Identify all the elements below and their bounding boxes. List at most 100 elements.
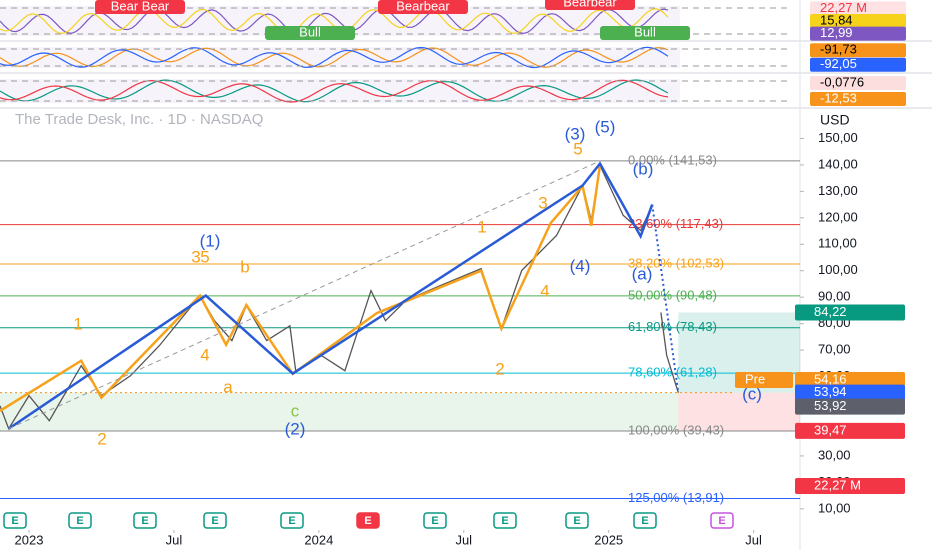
earnings-marker (280, 512, 304, 529)
indicator-line (0, 79, 669, 103)
wave-label: (4) (570, 256, 591, 275)
x-tick-label: 2023 (15, 532, 44, 547)
wave-label: 2 (495, 359, 504, 378)
earnings-label: E (573, 515, 580, 527)
earnings-marker (493, 512, 517, 529)
pre-tag (735, 372, 793, 389)
x-tick-label: 2024 (304, 532, 333, 547)
indicator-tag (810, 1, 906, 16)
earnings-label: E (288, 515, 295, 527)
earnings-label: E (364, 515, 371, 527)
earnings-label: E (76, 515, 83, 527)
indicator-tag (810, 76, 906, 90)
indicator-line (0, 8, 669, 35)
earnings-marker (565, 512, 589, 529)
currency: USD (820, 112, 850, 128)
x-tick-label: Jul (166, 532, 183, 547)
signal-label: Bull (299, 24, 321, 39)
green-zone (0, 392, 679, 431)
indicator-tag-label: -92,05 (820, 56, 857, 71)
series-line (660, 312, 679, 393)
fib-label: 61,80% (78,43) (628, 319, 717, 334)
signal-badge (265, 26, 355, 40)
wave-label: (2) (285, 419, 306, 438)
signal-label: Bull (634, 24, 656, 39)
y-tick-label: 100,00 (818, 262, 858, 277)
y-tick-label: 90,00 (818, 289, 851, 304)
price-tag-label: 39,47 (814, 422, 847, 437)
fib-label: 0,00% (141,53) (628, 152, 717, 167)
earnings-label: E (11, 515, 18, 527)
indicator-tag (810, 92, 906, 106)
indicator-tag (810, 26, 906, 41)
signal-label: Bear Bear (111, 0, 170, 13)
indicator-tag-label: 15,84 (820, 12, 853, 27)
wave-label: 4 (200, 345, 209, 364)
stop-zone (678, 392, 800, 431)
signal-label: Bearbear (563, 0, 617, 9)
indicator-tag-label: -0,0776 (820, 74, 864, 89)
y-tick-label: 140,00 (818, 156, 858, 171)
earnings-marker (68, 512, 92, 529)
series-line (651, 204, 680, 393)
x-tick-label: Jul (455, 532, 472, 547)
earnings-marker (203, 512, 227, 529)
fib-label: 125,00% (13,91) (628, 490, 724, 505)
chart-title: The Trade Desk, Inc. · 1D · NASDAQ (15, 111, 263, 128)
wave-label: 3 (538, 193, 547, 212)
y-tick-label: 30,00 (818, 447, 851, 462)
wave-label: (b) (633, 159, 654, 178)
price-tag-label: 53,94 (814, 384, 847, 399)
signal-label: Bearbear (396, 0, 450, 13)
signal-badge (378, 0, 468, 14)
indicator-tag (810, 14, 906, 28)
y-tick-label: 10,00 (818, 500, 851, 515)
wave-label: (3) (565, 124, 586, 143)
wave-label: 5 (573, 139, 582, 158)
indicator-tag (810, 57, 906, 72)
series-line (8, 160, 601, 430)
wave-label: 4 (540, 281, 549, 300)
signal-badge (95, 0, 185, 14)
fib-label: 38,20% (102,53) (628, 255, 724, 270)
indicator-line (0, 46, 669, 69)
price-tag (795, 304, 905, 321)
earnings-marker (710, 512, 734, 529)
y-tick-label: 120,00 (818, 209, 858, 224)
series-line (8, 161, 654, 430)
price-tag-label: 84,22 (814, 304, 847, 319)
y-tick-label: 70,00 (818, 342, 851, 357)
price-tag-label: 53,92 (814, 398, 847, 413)
wave-label: b (240, 257, 249, 276)
earnings-marker (423, 512, 447, 529)
earnings-label: E (431, 515, 438, 527)
wave-label: 3 (191, 247, 200, 266)
earnings-label: E (718, 515, 725, 527)
earnings-label: E (501, 515, 508, 527)
fib-label: 50,00% (90,48) (628, 287, 717, 302)
fib-label: 23,60% (117,43) (628, 216, 723, 231)
wave-label: 1 (477, 217, 486, 236)
indicator-tag-label: 12,99 (820, 25, 853, 40)
indicator-tag (810, 43, 906, 58)
series-line (0, 164, 602, 412)
volume-tag-label: 22,27 M (814, 477, 861, 492)
y-tick-label: 130,00 (818, 183, 858, 198)
earnings-label: E (141, 515, 148, 527)
indicator-tag-label: -12,53 (820, 90, 857, 105)
price-tag-label: 54,16 (814, 371, 847, 386)
wave-label: (a) (632, 264, 653, 283)
price-tag (795, 372, 905, 389)
y-tick-label: 110,00 (818, 236, 857, 251)
wave-label: 1 (73, 314, 82, 333)
wave-label: (1) (200, 231, 221, 250)
earnings-marker (356, 512, 380, 529)
indicator-tag-label: -91,73 (820, 42, 857, 57)
signal-badge (600, 26, 690, 40)
earnings-label: E (641, 515, 648, 527)
x-tick-label: Jul (745, 532, 762, 547)
wave-label: a (223, 377, 233, 396)
price-tag (795, 398, 905, 415)
indicator-tag-label: 22,27 M (820, 0, 867, 15)
